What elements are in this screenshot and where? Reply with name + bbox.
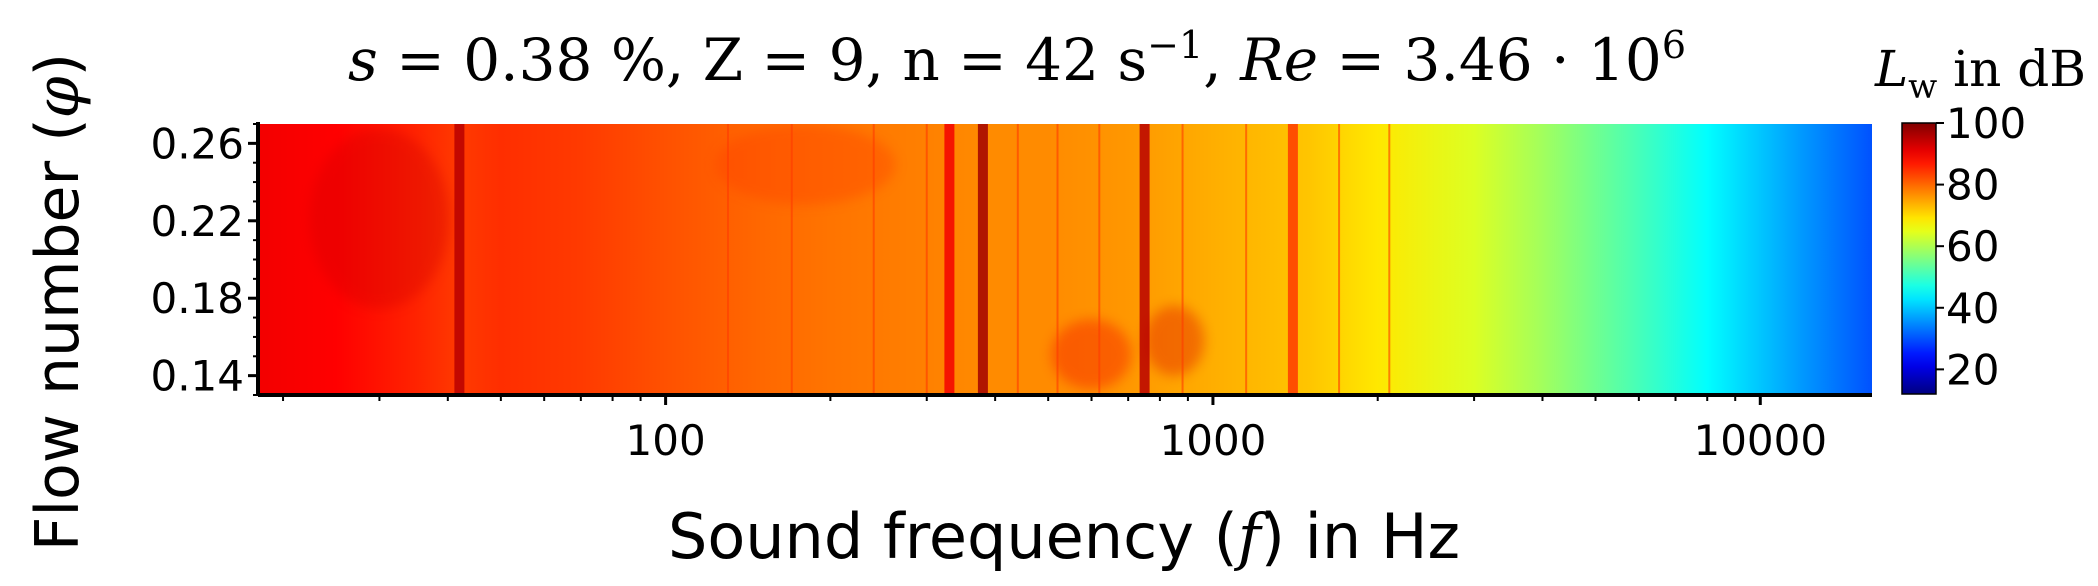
colorbar-ticks: 100 80 60 40 20 (1936, 99, 2026, 394)
colorbar-label-var: L (1874, 40, 1908, 98)
y-axis-label-close: ) (23, 53, 93, 76)
colorbar-label: Lw in dB (1874, 40, 2086, 107)
colorbar-tick-label: 60 (1946, 222, 1999, 271)
y-tick-label: 0.14 (150, 352, 244, 401)
x-axis-label-text: Sound frequency ( (668, 500, 1238, 573)
title-re-exponent: 6 (1662, 23, 1686, 67)
tonal-line-750hz (1139, 124, 1150, 395)
title-n-exponent: −1 (1147, 23, 1203, 67)
tonal-line-1400hz (1287, 124, 1298, 395)
colorbar-label-unit: in dB (1937, 40, 2086, 98)
chart-title: s = 0.38 %, Z = 9, n = 42 s−1, Re = 3.46… (348, 23, 1686, 94)
y-tick-label: 0.22 (150, 197, 244, 246)
x-tick-label: 100 (626, 416, 706, 465)
x-axis-label-close: ) in Hz (1261, 500, 1460, 573)
colorbar (1901, 122, 1937, 395)
heatmap-texture (309, 124, 1205, 390)
title-re-value: = 3.46 · 10 (1318, 26, 1662, 94)
x-axis-label: Sound frequency (f) in Hz (668, 500, 1460, 573)
heatmap-layer (258, 124, 1872, 395)
colorbar-label-sub: w (1908, 67, 1937, 107)
title-re-var: Re (1239, 26, 1318, 94)
x-tick-label: 10000 (1693, 416, 1827, 465)
axes-layer: 0.14 0.18 0.22 0.26 100 1000 10000 (150, 119, 1872, 465)
title-separator: , (1203, 26, 1240, 94)
y-tick-label: 0.18 (150, 274, 244, 323)
colorbar-tick-label: 20 (1946, 345, 1999, 394)
tonal-line-380hz (977, 124, 988, 395)
y-tick-label: 0.26 (150, 119, 244, 168)
x-tick-label: 1000 (1160, 416, 1267, 465)
colorbar-tick-label: 40 (1946, 284, 1999, 333)
title-s-value: = 0.38 %, Z = 9, n = 42 s (378, 26, 1147, 94)
y-axis-label-text: Flow number ( (23, 118, 93, 551)
tonal-line-330hz (944, 124, 955, 395)
tonal-line-42hz (454, 124, 465, 395)
colorbar-tick-label: 80 (1946, 161, 1999, 210)
title-s-var: s (348, 26, 378, 94)
colorbar-tick-label: 100 (1946, 99, 2026, 148)
y-axis-label-var: φ (23, 76, 93, 118)
y-axis-label: Flow number (φ) (23, 53, 93, 551)
